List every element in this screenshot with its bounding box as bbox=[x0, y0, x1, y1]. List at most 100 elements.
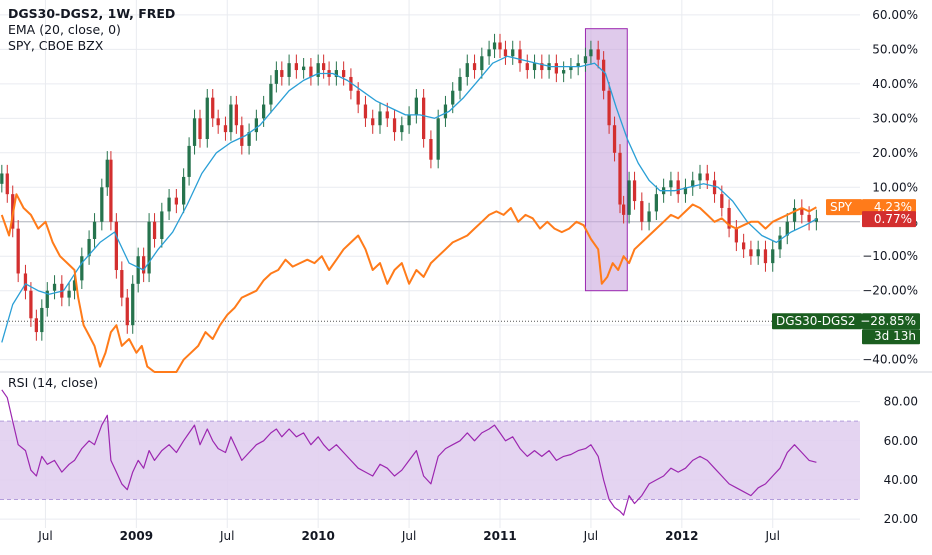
candle-body bbox=[254, 118, 258, 133]
ema-badge-value: 0.77% bbox=[874, 212, 912, 226]
candle-body bbox=[554, 63, 558, 74]
y-tick-label: 60.00% bbox=[872, 8, 918, 22]
candle-body bbox=[400, 125, 404, 133]
candle-body bbox=[23, 273, 28, 291]
x-tick-label: Jul bbox=[37, 529, 52, 543]
candle-body bbox=[316, 63, 320, 77]
x-tick-label: Jul bbox=[219, 529, 234, 543]
x-tick-label: 2010 bbox=[301, 529, 334, 543]
candle-body bbox=[105, 159, 109, 188]
candle-body bbox=[269, 83, 273, 105]
candle-body bbox=[569, 66, 573, 71]
candle-body bbox=[223, 125, 228, 133]
candle-body bbox=[274, 70, 278, 84]
candle-body bbox=[67, 290, 71, 298]
legend-spy[interactable]: SPY, CBOE BZX bbox=[8, 38, 104, 53]
candle-body bbox=[683, 187, 688, 195]
candle-body bbox=[136, 256, 140, 284]
candle-body bbox=[174, 197, 178, 205]
candle-body bbox=[356, 90, 360, 105]
candle-body bbox=[676, 180, 680, 195]
candle-body bbox=[518, 49, 522, 64]
legend-main[interactable]: DGS30-DGS2, 1W, FRED bbox=[8, 6, 176, 21]
y-tick-label: −10.00% bbox=[862, 249, 918, 263]
candle-body bbox=[182, 176, 186, 205]
candle-body bbox=[240, 125, 244, 146]
candle-body bbox=[234, 104, 238, 126]
candle-body bbox=[16, 228, 20, 274]
candle-body bbox=[34, 318, 38, 333]
candle-body bbox=[503, 49, 508, 57]
main-badge-countdown: 3d 13h bbox=[874, 329, 916, 343]
candle-body bbox=[87, 238, 91, 257]
candle-body bbox=[436, 118, 440, 160]
candle-body bbox=[294, 63, 298, 71]
candle-body bbox=[622, 204, 626, 215]
candle-body bbox=[511, 49, 515, 57]
candle-body bbox=[583, 56, 588, 64]
badges-layer: SPY 4.23%0.77% DGS30-DGS2 −28.85%3d 13h bbox=[772, 199, 920, 345]
rsi-y-tick-label: 20.00 bbox=[884, 512, 918, 526]
series-lines-layer bbox=[0, 55, 817, 516]
legend-rsi[interactable]: RSI (14, close) bbox=[8, 375, 99, 390]
candle-body bbox=[596, 49, 600, 60]
rsi-y-tick-label: 40.00 bbox=[884, 473, 918, 487]
candle-body bbox=[669, 180, 673, 188]
spy-badge-label: SPY bbox=[830, 200, 853, 214]
x-tick-label: Jul bbox=[401, 529, 416, 543]
candle-body bbox=[422, 97, 426, 140]
candle-body bbox=[756, 249, 760, 257]
candle-body bbox=[211, 97, 215, 119]
y-tick-label: 40.00% bbox=[872, 77, 918, 91]
candle-body bbox=[187, 145, 191, 177]
spy-badge-value: 4.23% bbox=[874, 200, 912, 214]
candle-body bbox=[472, 63, 477, 71]
candle-body bbox=[487, 49, 491, 57]
main-badge-label-bg bbox=[772, 313, 862, 330]
candle-body bbox=[525, 63, 529, 71]
candle-body bbox=[647, 211, 651, 222]
y-tick-label: 50.00% bbox=[872, 42, 918, 56]
candle-body bbox=[205, 97, 209, 140]
candle-body bbox=[247, 132, 251, 146]
candle-body bbox=[334, 70, 338, 77]
candle-body bbox=[807, 214, 811, 222]
candle-body bbox=[0, 173, 4, 184]
main-badge-value-bg bbox=[862, 313, 920, 330]
candle-body bbox=[45, 290, 49, 308]
candle-body bbox=[632, 180, 637, 202]
legend-ema[interactable]: EMA (20, close, 0) bbox=[8, 22, 121, 37]
candle-body bbox=[749, 249, 753, 257]
candle-body bbox=[654, 194, 658, 212]
candle-body bbox=[480, 56, 484, 71]
y-tick-label: −40.00% bbox=[862, 353, 918, 367]
candle-body bbox=[720, 194, 724, 208]
candle-body bbox=[72, 280, 77, 291]
rsi-y-tick-label: 80.00 bbox=[884, 395, 918, 409]
rsi-line bbox=[1, 389, 817, 516]
candle-body bbox=[120, 270, 124, 298]
candle-body bbox=[814, 218, 818, 222]
y-tick-label: 30.00% bbox=[872, 111, 918, 125]
candle-body bbox=[800, 207, 804, 215]
candle-body bbox=[407, 114, 411, 126]
candle-body bbox=[302, 66, 306, 71]
candle-body bbox=[142, 256, 146, 274]
candle-body bbox=[705, 173, 709, 181]
ema-badge-value-bg bbox=[862, 211, 916, 228]
candle-body bbox=[763, 249, 768, 264]
candle-body bbox=[602, 59, 606, 91]
candle-body bbox=[114, 221, 118, 271]
candle-body bbox=[125, 297, 129, 326]
candle-body bbox=[540, 63, 544, 71]
spy-line bbox=[0, 193, 817, 373]
y-tick-label: 10.00% bbox=[872, 180, 918, 194]
candle-body bbox=[371, 118, 375, 126]
candle-body bbox=[309, 66, 313, 77]
candle-body bbox=[451, 90, 455, 105]
ema-line bbox=[1, 55, 817, 343]
candle-body bbox=[131, 283, 135, 326]
candle-body bbox=[465, 63, 469, 77]
main-badge-countdown-bg bbox=[862, 329, 920, 345]
